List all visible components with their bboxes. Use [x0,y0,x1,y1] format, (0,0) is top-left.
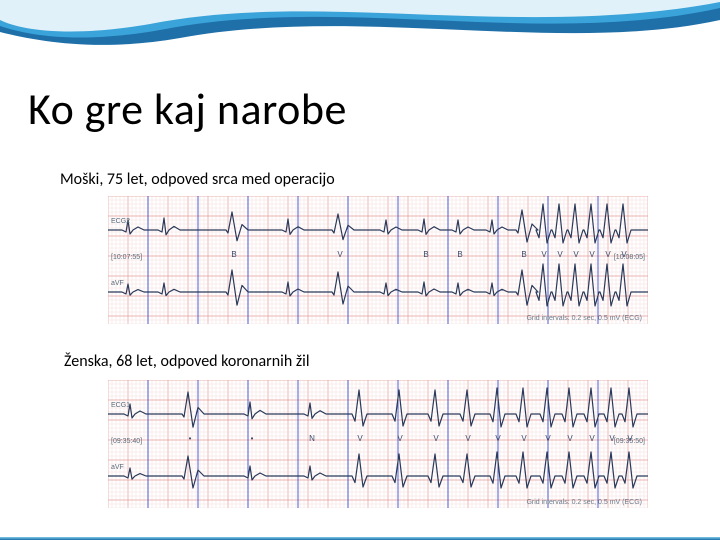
beat-marker: V [357,434,362,443]
ecg1-time-right: [10:08:05] [614,254,645,261]
beat-marker: V [541,250,546,259]
beat-marker: V [433,434,438,443]
beat-marker: • [189,434,192,443]
beat-marker: • [251,434,254,443]
beat-marker: B [231,250,236,259]
ecg2-grid-label: Grid intervals: 0.2 sec, 0.5 mV (ECG) [526,499,642,506]
beat-marker: B [423,250,428,259]
header-wave-decoration [0,0,720,90]
ecg1-lead-label-bottom: aVF [111,280,124,287]
beat-marker: V [337,250,342,259]
beat-marker: B [521,250,526,259]
beat-marker: V [605,250,610,259]
ecg2-lead-label-top: ECG1 [111,402,130,409]
ecg2-lead-label-bottom: aVF [111,464,124,471]
beat-marker: V [589,434,594,443]
case2-caption: Ženska, 68 let, odpoved koronarnih žil [64,352,310,371]
ecg2-time-left: [09:35:40] [111,438,142,445]
ecg1-time-left: [10:07:55] [111,254,142,261]
beat-marker: V [521,434,526,443]
beat-marker: V [567,434,572,443]
beat-marker: V [397,434,402,443]
beat-marker: B [457,250,462,259]
ecg1-lead-label-top: ECG2 [111,218,130,225]
beat-marker: V [573,250,578,259]
beat-marker: V [557,250,562,259]
ecg-panel-1: ECG2 [10:07:55] [10:08:05] aVF Grid inte… [108,196,648,324]
beat-marker: V [465,434,470,443]
ecg1-grid-label: Grid intervals: 0.2 sec, 0.5 mV (ECG) [526,315,642,322]
case1-caption: Moški, 75 let, odpoved srca med operacij… [60,170,335,189]
beat-marker: V [627,434,632,443]
ecg-panel-2: ECG1 [09:35:40] [09:35:50] aVF Grid inte… [108,380,648,508]
beat-marker: V [621,250,626,259]
slide-title: Ko gre kaj narobe [28,82,347,136]
beat-marker: V [609,434,614,443]
beat-marker: V [545,434,550,443]
beat-marker: V [495,434,500,443]
beat-marker: N [309,434,315,443]
beat-marker: V [589,250,594,259]
